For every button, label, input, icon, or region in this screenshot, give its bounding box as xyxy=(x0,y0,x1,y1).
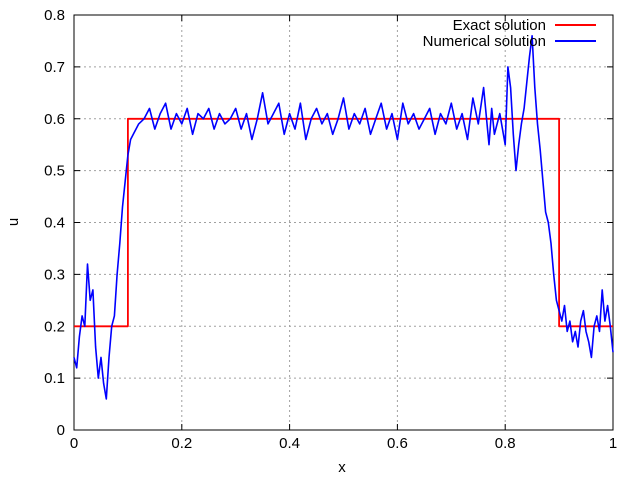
y-tick-label: 0.6 xyxy=(44,111,65,128)
x-tick-label: 0.2 xyxy=(171,435,192,452)
y-tick-label: 0.3 xyxy=(44,266,65,283)
y-tick-label: 0.1 xyxy=(44,370,65,387)
x-tick-label: 1 xyxy=(609,435,617,452)
y-tick-label: 0.5 xyxy=(44,163,65,180)
axis-ticks: 0 0.2 0.4 0.6 0.8 1 0 0.1 0.2 0.3 0.4 0.5 0.6 0.7 0.8 xyxy=(44,7,617,452)
y-axis-title: u xyxy=(5,218,22,226)
grid-lines xyxy=(74,15,613,430)
x-tick-label: 0.4 xyxy=(279,435,300,452)
x-tick-label: 0.8 xyxy=(495,435,516,452)
y-tick-label: 0.8 xyxy=(44,7,65,24)
legend-label-exact: Exact solution xyxy=(453,17,546,34)
x-tick-label: 0.6 xyxy=(387,435,408,452)
legend-label-numerical: Numerical solution xyxy=(423,33,546,50)
numerical-solution-line xyxy=(73,35,614,400)
x-axis-title: x xyxy=(338,459,346,476)
y-tick-label: 0.4 xyxy=(44,215,65,232)
x-tick-label: 0 xyxy=(70,435,78,452)
series-lines xyxy=(73,35,614,400)
y-tick-label: 0.7 xyxy=(44,59,65,76)
y-tick-label: 0 xyxy=(57,422,65,439)
y-tick-label: 0.2 xyxy=(44,318,65,335)
